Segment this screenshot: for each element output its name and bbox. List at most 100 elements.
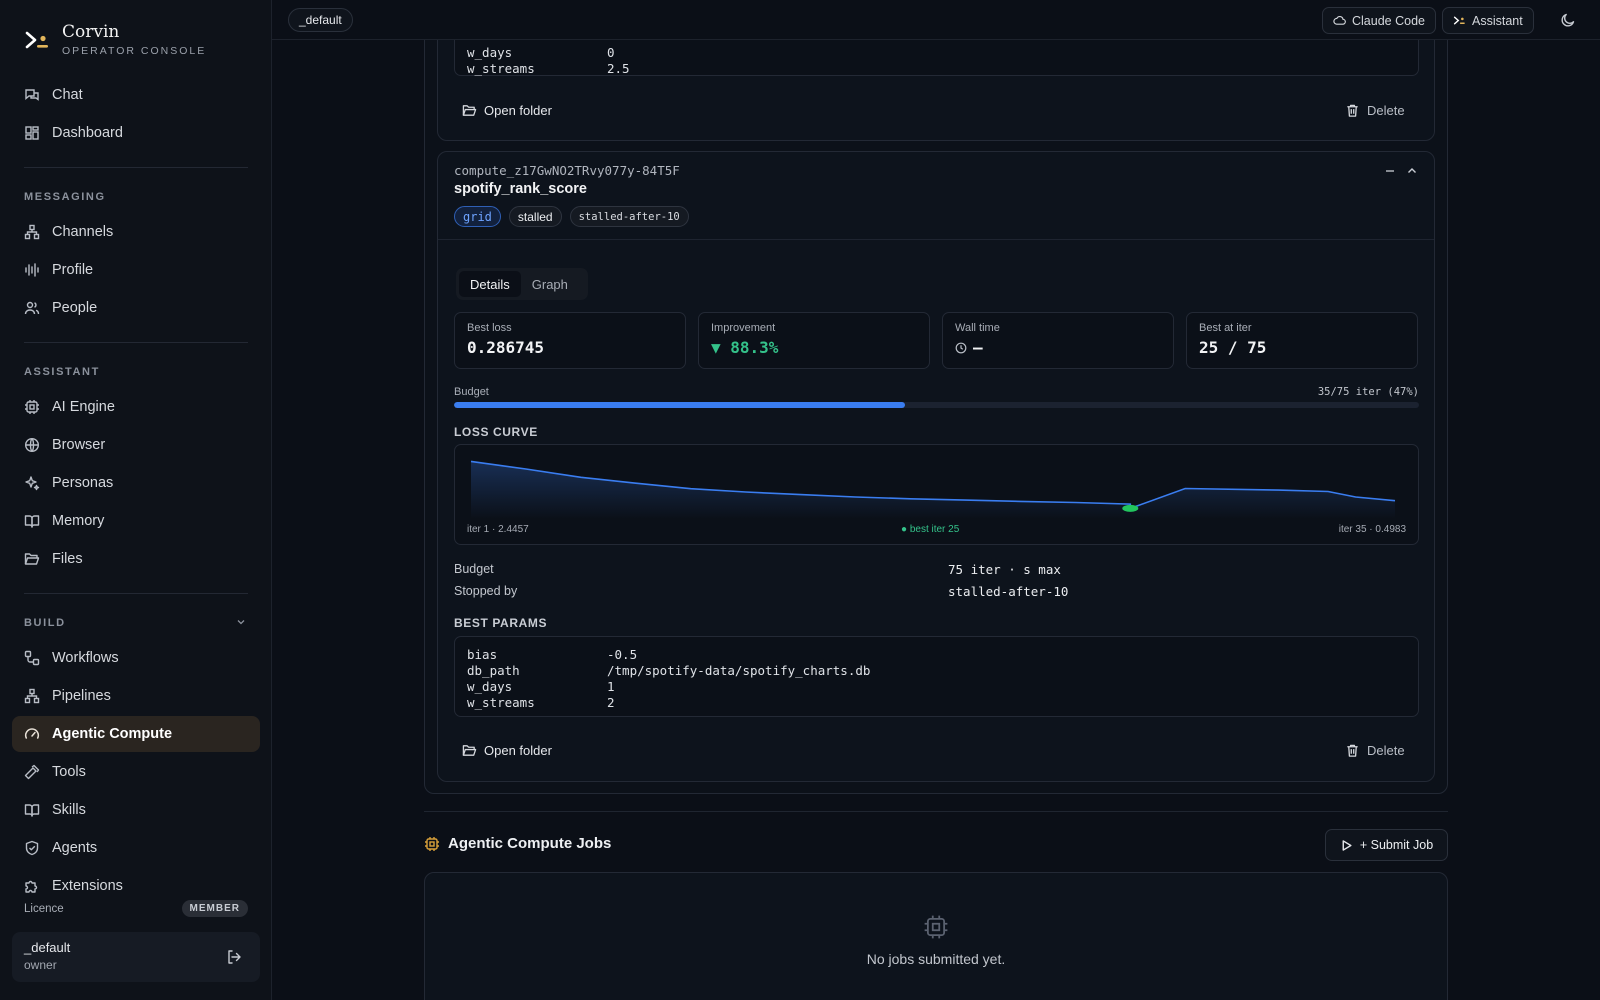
tab-details[interactable]: Details (459, 271, 521, 297)
folder-open-icon (24, 553, 40, 565)
corvin-logo-icon (25, 31, 48, 49)
param-row: w_streams 2.5 (467, 61, 1406, 77)
claude-code-label: Claude Code (1352, 13, 1425, 28)
sidebar-item-label: Agentic Compute (52, 726, 173, 742)
section-divider (424, 811, 1448, 812)
section-label-build: BUILD (24, 617, 66, 629)
sparkles-icon (25, 476, 40, 491)
tab-graph[interactable]: Graph (531, 276, 568, 292)
curve-best-label: ● best iter 25 (901, 524, 960, 535)
sidebar-item-personas[interactable]: Personas (12, 465, 260, 501)
open-folder-button[interactable]: Open folder (462, 103, 552, 118)
chevron-up-icon[interactable] (1406, 165, 1418, 177)
assistant-button[interactable]: Assistant (1442, 7, 1534, 34)
sidebar-item-agentic-compute[interactable]: Agentic Compute (12, 716, 260, 752)
sidebar-item-files[interactable]: Files (12, 541, 260, 577)
assistant-logo-icon (1453, 16, 1465, 25)
param-key: bias (467, 647, 498, 662)
stat-label: Improvement (711, 322, 776, 334)
param-key: w_days (467, 679, 513, 694)
param-row: w_days 0 (467, 45, 1406, 61)
sidebar-item-profile[interactable]: Profile (12, 252, 260, 288)
claude-code-button[interactable]: Claude Code (1322, 7, 1436, 34)
trash-icon (1347, 744, 1358, 757)
sidebar-item-ai-engine[interactable]: AI Engine (12, 389, 260, 425)
job-tabs: Details Graph (456, 268, 588, 300)
user-role: owner (24, 958, 57, 972)
sidebar-item-agents[interactable]: Agents (12, 830, 260, 866)
sidebar-divider (24, 167, 248, 168)
stop-reason-badge: stalled-after-10 (569, 206, 689, 227)
sidebar-item-browser[interactable]: Browser (12, 427, 260, 463)
param-value: -0.5 (607, 647, 638, 662)
budget-text: 35/75 iter (47%) (1317, 386, 1419, 398)
folder-open-icon (462, 105, 477, 116)
puzzle-icon (25, 880, 38, 893)
cpu-icon (25, 400, 39, 414)
sidebar-item-chat[interactable]: Chat (12, 77, 260, 113)
stopped-by-label: Stopped by (454, 584, 518, 598)
delete-button[interactable]: Delete (1345, 743, 1405, 758)
hammer-icon (24, 764, 40, 780)
folder-open-icon (462, 745, 477, 756)
top-bar: _default Claude Code Assistant (272, 0, 1600, 40)
sidebar-item-people[interactable]: People (12, 290, 260, 326)
sidebar-item-memory[interactable]: Memory (12, 503, 260, 539)
sidebar-item-workflows[interactable]: Workflows (12, 640, 260, 676)
licence-label: Licence (24, 902, 64, 915)
stat-label: Best loss (467, 322, 512, 334)
sidebar-item-extensions[interactable]: Extensions (12, 868, 260, 904)
param-value: 2 (607, 695, 615, 710)
logout-icon[interactable] (226, 949, 242, 965)
minimize-icon[interactable] (1384, 165, 1396, 177)
open-folder-label: Open folder (484, 103, 552, 118)
sidebar-item-tools[interactable]: Tools (12, 754, 260, 790)
user-name: _default (24, 940, 71, 955)
best-params-box: bias -0.5 db_path /tmp/spotify-data/spot… (454, 636, 1419, 717)
stopped-by-value: stalled-after-10 (948, 584, 1069, 599)
stat-value: — (955, 338, 1161, 357)
card-controls (1384, 165, 1418, 177)
sidebar-item-pipelines[interactable]: Pipelines (12, 678, 260, 714)
shield-check-icon (25, 840, 39, 856)
jobs-section-title: Agentic Compute Jobs (424, 835, 611, 852)
sidebar-item-label: Workflows (52, 650, 119, 666)
people-icon (24, 301, 40, 315)
param-row: w_streams 2 (467, 695, 1406, 711)
param-value: /tmp/spotify-data/spotify_charts.db (607, 663, 871, 678)
brand-subtitle: OPERATOR CONSOLE (62, 45, 207, 57)
job-name: spotify_rank_score (454, 181, 587, 197)
trash-icon (1347, 104, 1358, 117)
globe-icon (24, 437, 40, 453)
workspace-chip[interactable]: _default (288, 8, 353, 32)
channels-icon (24, 224, 40, 240)
cpu-icon (425, 836, 439, 851)
loss-curve-area (471, 461, 1395, 519)
submit-job-button[interactable]: + Submit Job (1325, 829, 1448, 861)
assistant-label: Assistant (1472, 13, 1523, 28)
open-folder-button[interactable]: Open folder (462, 743, 552, 758)
section-label-messaging: MESSAGING (24, 191, 106, 203)
sidebar-item-label: Personas (52, 475, 114, 491)
brand[interactable]: Corvin OPERATOR CONSOLE (24, 22, 206, 58)
user-card[interactable]: _default owner (12, 932, 260, 982)
sidebar-item-skills[interactable]: Skills (12, 792, 260, 828)
gauge-icon (25, 728, 39, 739)
network-icon (24, 688, 40, 704)
sidebar-divider (24, 342, 248, 343)
stat-value: 0.286745 (467, 338, 545, 357)
sidebar-item-label: People (52, 300, 98, 316)
job-badges: grid stalled stalled-after-10 (454, 206, 689, 227)
cloud-icon (1333, 16, 1346, 25)
sidebar-item-channels[interactable]: Channels (12, 214, 260, 250)
stat-wall-time: Wall time — (942, 312, 1174, 369)
budget-detail-label: Budget (454, 562, 494, 576)
budget-detail-value: 75 iter · s max (948, 562, 1061, 577)
moon-icon[interactable] (1560, 12, 1576, 28)
chevron-down-icon[interactable] (236, 617, 246, 627)
param-value: 2.5 (607, 61, 630, 76)
delete-button[interactable]: Delete (1345, 103, 1405, 118)
best-params-title: BEST PARAMS (454, 616, 548, 630)
param-key: w_days (467, 45, 513, 60)
sidebar-item-dashboard[interactable]: Dashboard (12, 115, 260, 151)
